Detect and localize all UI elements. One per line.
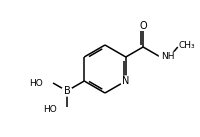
- Text: O: O: [139, 22, 146, 32]
- Text: NH: NH: [161, 52, 174, 62]
- Text: N: N: [121, 76, 129, 86]
- Circle shape: [120, 76, 130, 86]
- Circle shape: [62, 86, 72, 96]
- Text: CH₃: CH₃: [178, 42, 194, 51]
- Text: B: B: [63, 86, 70, 96]
- Text: HO: HO: [29, 79, 43, 88]
- Text: HO: HO: [43, 105, 57, 115]
- Bar: [159, 52, 175, 62]
